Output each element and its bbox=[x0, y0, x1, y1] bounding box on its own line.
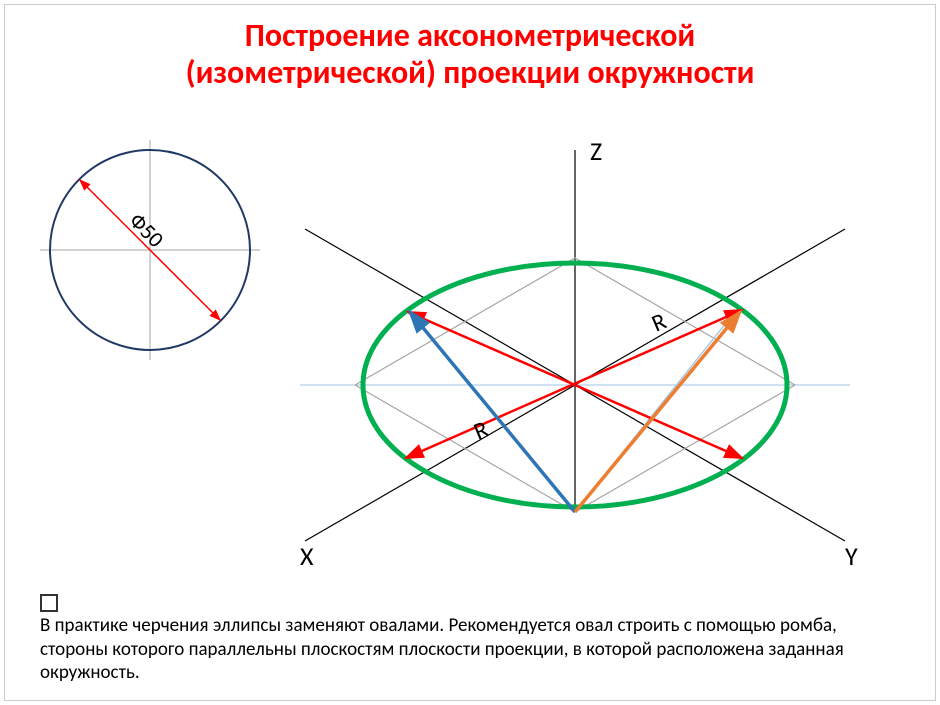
R-label-2: R bbox=[469, 415, 492, 447]
orange-arrow bbox=[575, 312, 740, 512]
x-label: X bbox=[300, 540, 314, 572]
caption: В практике черчения эллипсы заменяют ова… bbox=[40, 590, 900, 685]
diagram-area: Ф50 Z X bbox=[0, 120, 940, 590]
diameter-label: Ф50 bbox=[124, 207, 170, 253]
blue-arrow bbox=[410, 312, 575, 512]
y-label: Y bbox=[845, 540, 858, 572]
diagram-svg: Ф50 Z X bbox=[0, 120, 940, 590]
isometric-figure: Z X Y R R bbox=[300, 135, 858, 572]
z-label: Z bbox=[590, 135, 602, 167]
bullet-icon bbox=[40, 594, 58, 612]
caption-text: В практике черчения эллипсы заменяют ова… bbox=[40, 614, 868, 685]
circle-figure: Ф50 bbox=[40, 140, 260, 360]
